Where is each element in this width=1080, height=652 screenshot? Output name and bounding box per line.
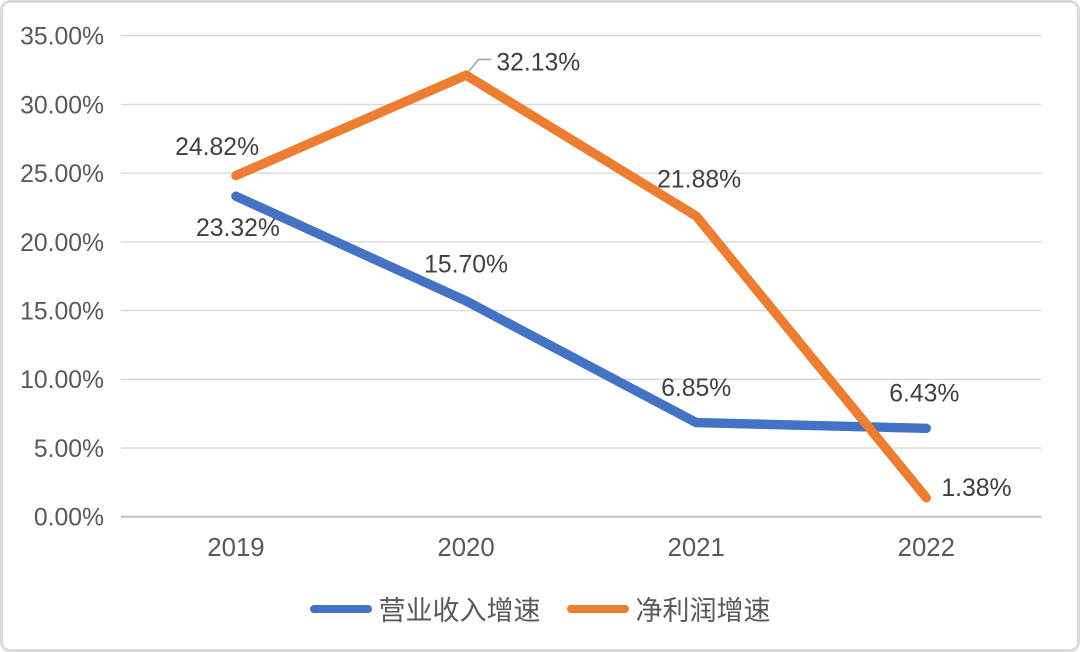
legend-item-net-profit-growth: 净利润增速 — [566, 589, 771, 628]
y-axis-tick-label: 0.00% — [34, 505, 104, 532]
series-line-revenue-growth — [231, 191, 931, 434]
data-label: 21.88% — [657, 166, 741, 193]
legend-label-revenue-growth: 营业收入增速 — [378, 596, 541, 626]
chart-legend: 营业收入增速 净利润增速 — [3, 589, 1077, 628]
data-label: 23.32% — [196, 215, 280, 242]
y-axis-tick-label: 25.00% — [20, 161, 104, 188]
y-axis-tick-label: 30.00% — [20, 92, 104, 119]
y-axis-tick-label: 20.00% — [20, 230, 104, 257]
y-axis-tick-label: 15.00% — [20, 298, 104, 325]
legend-swatch-revenue-growth — [309, 604, 372, 613]
data-label: 6.85% — [661, 375, 731, 402]
y-axis-tick-label: 35.00% — [20, 24, 104, 51]
data-label: 32.13% — [496, 49, 580, 76]
series-line-net-profit-growth — [231, 70, 931, 503]
y-axis-tick-label: 5.00% — [34, 436, 104, 463]
y-axis-tick-label: 10.00% — [20, 367, 104, 394]
legend-label-net-profit-growth: 净利润增速 — [635, 596, 771, 626]
line-chart: 0.00% 5.00% 10.00% 15.00% 20.00% 25.00% 30.00%… — [20, 24, 1042, 562]
x-axis-category-label: 2020 — [437, 534, 494, 562]
data-label: 1.38% — [941, 475, 1011, 502]
data-label: 6.43% — [889, 381, 959, 408]
data-label-leader-line — [466, 58, 492, 74]
legend-item-revenue-growth: 营业收入增速 — [309, 589, 541, 628]
legend-swatch-net-profit-growth — [566, 604, 629, 613]
x-axis-category-label: 2021 — [668, 534, 725, 562]
x-axis-category-label: 2022 — [898, 534, 955, 562]
data-label: 24.82% — [175, 134, 259, 161]
data-label: 15.70% — [424, 252, 508, 279]
x-axis-category-label: 2019 — [207, 534, 264, 562]
